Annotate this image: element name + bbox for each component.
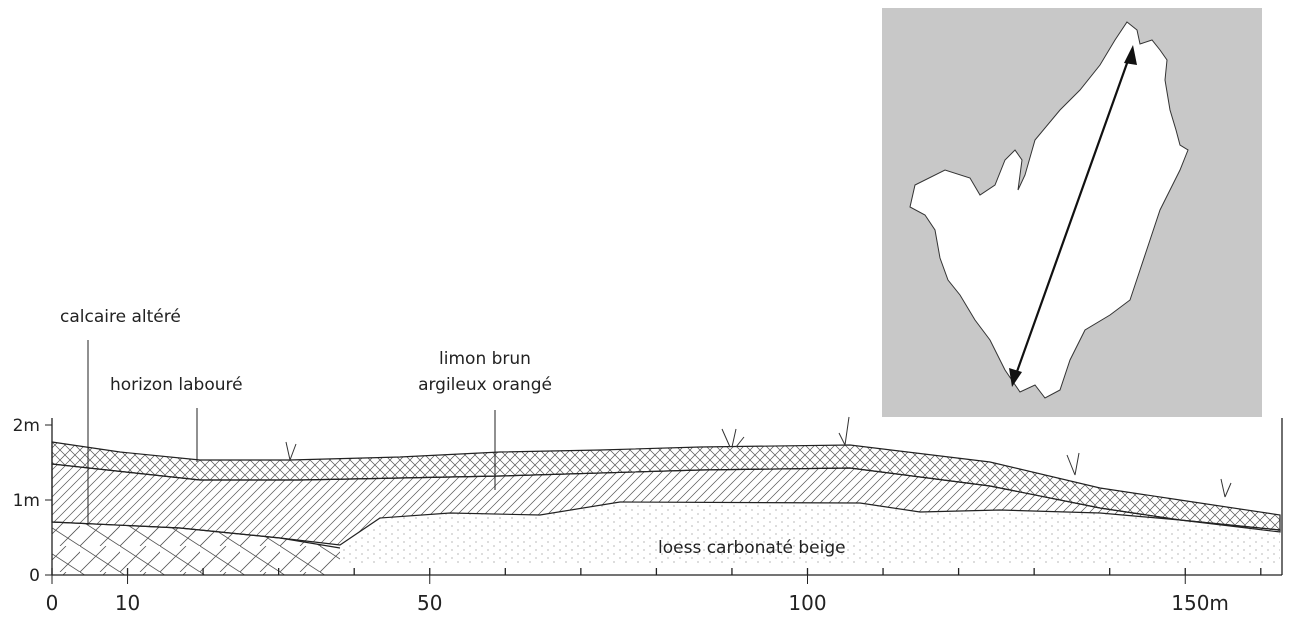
profile [51,416,1281,575]
loess-layer [340,502,1280,565]
label: calcaire altéré [60,307,181,327]
y-tick-label: 1m [13,491,40,511]
x-tick-label: 50 [417,591,442,615]
grass [285,416,1232,498]
axes [51,418,1283,576]
bedrock [52,522,340,575]
inset-map [882,8,1262,417]
annotations [87,340,496,525]
label: argileux orangé [418,375,552,395]
label: loess carbonaté beige [658,538,846,558]
x-tick-label: 0 [46,591,59,615]
label: horizon labouré [110,375,243,395]
x-tick-label: 10 [115,591,140,615]
plowed-layer [51,441,1281,531]
label: limon brun [439,349,531,369]
x-tick-label: 150m [1171,591,1229,615]
y-tick-label: 2m [13,416,40,436]
y-tick-label: 0 [29,566,40,586]
x-tick-label: 100 [788,591,826,615]
